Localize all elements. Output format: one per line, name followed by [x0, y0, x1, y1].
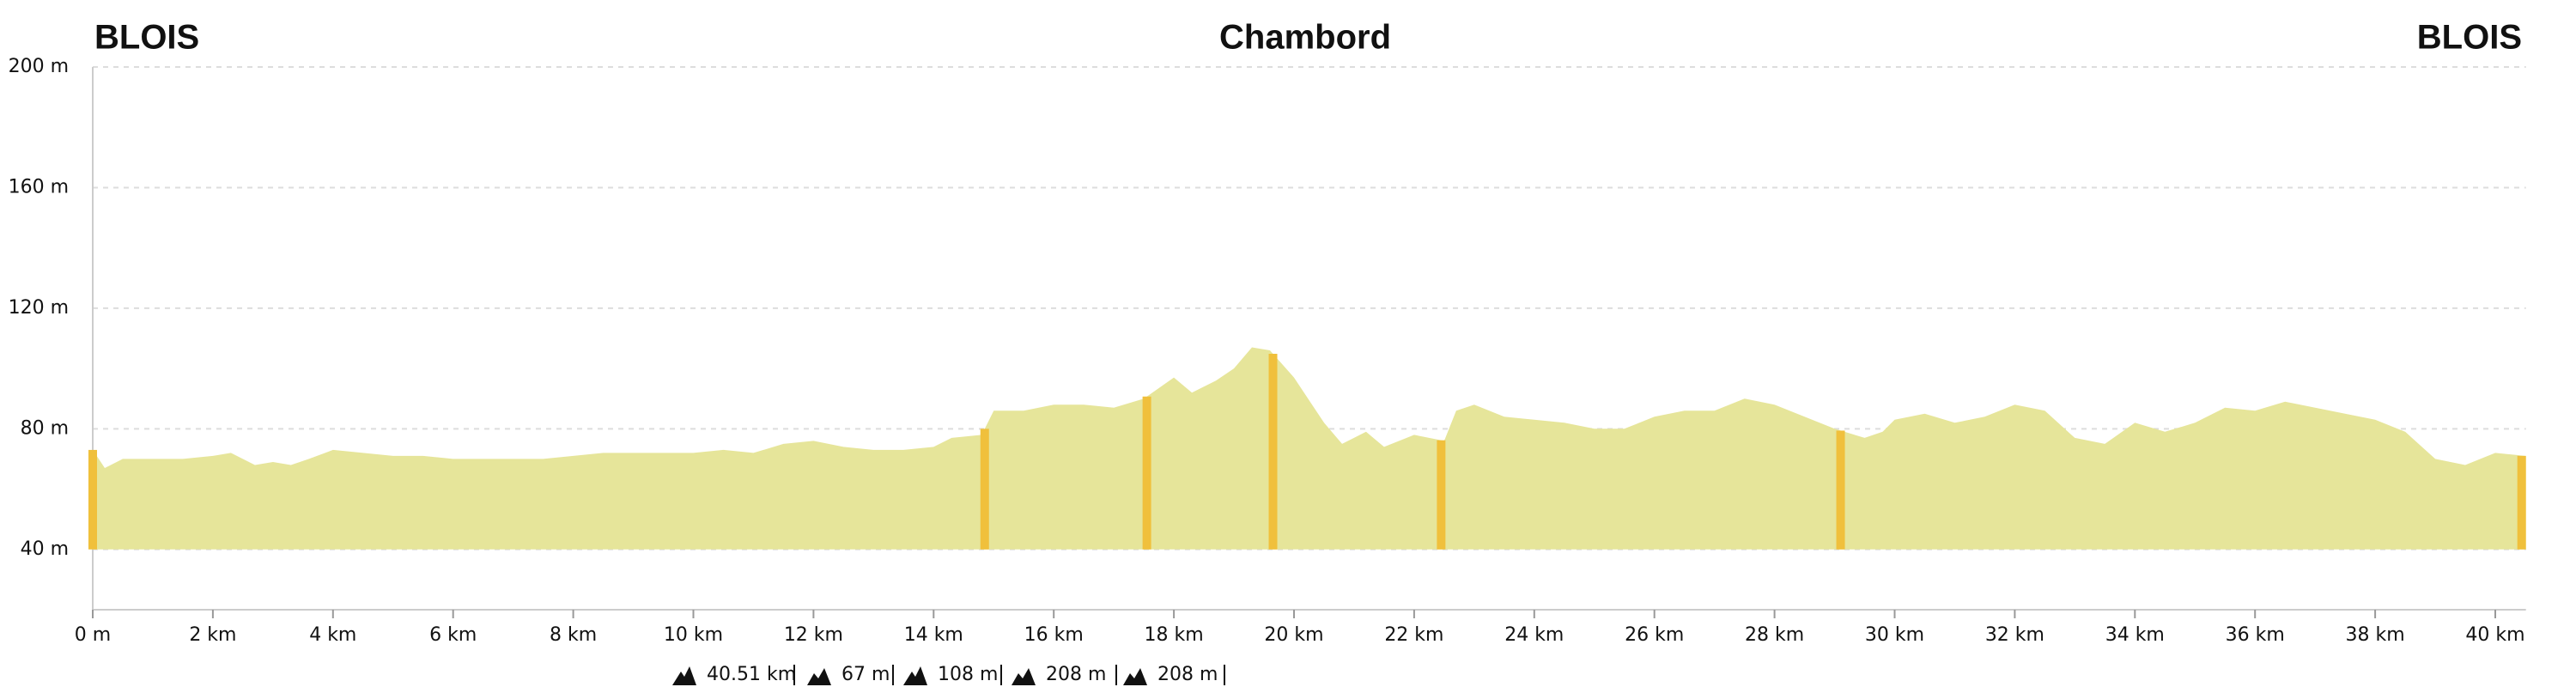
x-tick-label: 34 km	[2105, 624, 2165, 646]
x-tick-label: 16 km	[1024, 624, 1084, 646]
stat-value: 40.51 km	[707, 664, 796, 685]
icon-shape	[672, 666, 696, 685]
waypoint-marker	[1142, 396, 1151, 550]
x-tick-label: 22 km	[1384, 624, 1443, 646]
icon-shape	[903, 666, 927, 685]
x-tick-label: 20 km	[1264, 624, 1323, 646]
stat-icon	[903, 666, 927, 685]
x-tick-label: 10 km	[664, 624, 723, 646]
waypoint-marker	[2517, 455, 2526, 550]
y-tick-label: 160 m	[9, 176, 69, 198]
waypoint-marker	[1268, 353, 1278, 550]
x-tick-label: 40 km	[2465, 624, 2524, 646]
x-tick-label: 8 km	[550, 624, 597, 646]
mid-label: Chambord	[1219, 19, 1391, 57]
end-label: BLOIS	[2417, 19, 2522, 57]
waypoint-marker	[980, 429, 989, 550]
start-label: BLOIS	[94, 19, 199, 57]
stat-icon	[1012, 668, 1036, 685]
stat-icon	[1123, 668, 1147, 685]
stat-value: 108 m	[938, 664, 998, 685]
x-tick-label: 36 km	[2226, 624, 2285, 646]
stat-icon	[807, 668, 831, 685]
x-tick-label: 18 km	[1145, 624, 1204, 646]
icon-shape	[807, 668, 831, 685]
x-tick-label: 28 km	[1745, 624, 1804, 646]
y-tick-label: 80 m	[21, 417, 69, 439]
x-tick-label: 14 km	[904, 624, 963, 646]
stat-value: 208 m	[1046, 664, 1106, 685]
y-tick-label: 40 m	[21, 538, 69, 560]
icon-shape	[1123, 668, 1147, 685]
x-tick-label: 0 m	[75, 624, 111, 646]
stat-value: 208 m	[1157, 664, 1218, 685]
x-tick-label: 4 km	[309, 624, 356, 646]
x-tick-label: 24 km	[1504, 624, 1564, 646]
x-tick-label: 30 km	[1865, 624, 1924, 646]
x-tick-label: 12 km	[784, 624, 843, 646]
waypoint-marker	[88, 449, 97, 550]
x-tick-label: 32 km	[1985, 624, 2044, 646]
stat-value: 67 m	[841, 664, 890, 685]
stat-icon	[672, 666, 696, 685]
x-tick-label: 6 km	[429, 624, 477, 646]
elevation-area	[93, 347, 2526, 550]
x-tick-label: 26 km	[1625, 624, 1684, 646]
waypoint-marker	[1437, 440, 1446, 550]
waypoint-marker	[1836, 430, 1845, 550]
y-tick-label: 200 m	[9, 56, 69, 77]
icon-shape	[1012, 668, 1036, 685]
x-tick-label: 2 km	[189, 624, 236, 646]
x-tick-label: 38 km	[2346, 624, 2405, 646]
y-tick-label: 120 m	[9, 297, 69, 319]
